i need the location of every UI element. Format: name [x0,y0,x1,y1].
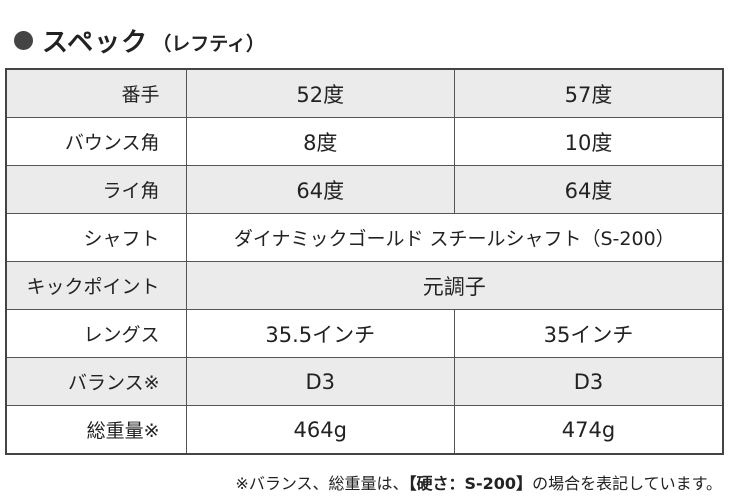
table-row-club-number: 番手 52度 57度 [5,68,724,118]
row-value-57: D3 [454,357,724,406]
row-label: バランス※ [5,357,187,406]
row-value-shaft: ダイナミックゴールド スチールシャフト（S-200） [185,213,724,262]
section-heading: スペック （レフティ） [14,22,265,58]
row-label: ライ角 [5,165,187,214]
row-label: 番手 [5,68,187,118]
table-row-length: レングス 35.5インチ 35インチ [5,309,724,358]
row-label: 総重量※ [5,405,187,455]
row-label: シャフト [5,213,187,262]
spec-table: 番手 52度 57度 バウンス角 8度 10度 ライ角 64度 64度 シャフト… [5,68,724,455]
row-value-52: 35.5インチ [185,309,455,358]
row-label: キックポイント [5,261,187,310]
table-row-bounce-angle: バウンス角 8度 10度 [5,117,724,166]
bullet-circle-icon [14,30,33,50]
table-row-total-weight: 総重量※ 464g 474g [5,405,724,455]
footnote-after: の場合を表記しています。 [532,474,722,493]
row-value-57: 64度 [454,165,724,214]
row-value-52: 64度 [185,165,455,214]
row-value-57: 57度 [454,68,724,118]
footnote-hardness: 【硬さ：S-200】 [408,474,533,493]
row-value-kick-point: 元調子 [185,261,724,310]
row-value-52: 52度 [185,68,455,118]
table-row-balance: バランス※ D3 D3 [5,357,724,406]
row-value-52: 8度 [185,117,455,166]
footnote-before: ※バランス、総重量は、 [235,474,409,493]
row-value-57: 474g [454,405,724,455]
row-value-57: 10度 [454,117,724,166]
row-value-52: 464g [185,405,455,455]
row-label: バウンス角 [5,117,187,166]
row-value-52: D3 [185,357,455,406]
table-row-lie-angle: ライ角 64度 64度 [5,165,724,214]
section-title: スペック [42,27,149,58]
table-row-shaft: シャフト ダイナミックゴールド スチールシャフト（S-200） [5,213,724,262]
footnote: ※バランス、総重量は、【硬さ：S-200】の場合を表記しています。 [235,470,722,494]
row-value-57: 35インチ [454,309,724,358]
section-subtitle: （レフティ） [152,32,266,55]
row-label: レングス [5,309,187,358]
table-row-kick-point: キックポイント 元調子 [5,261,724,310]
